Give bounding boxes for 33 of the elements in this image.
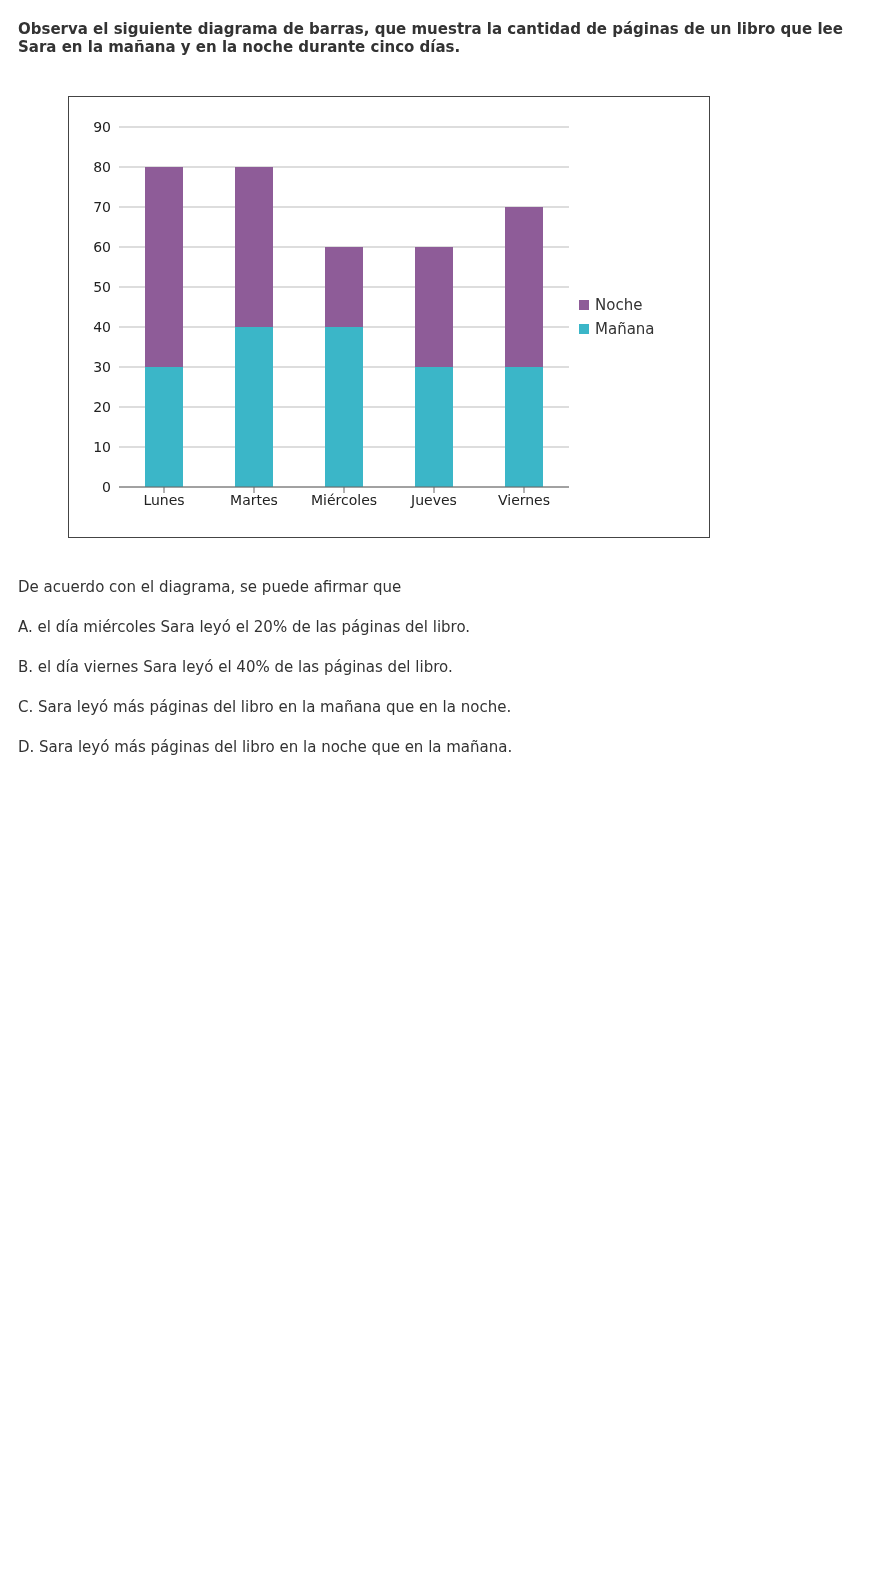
bar: [145, 167, 183, 367]
bar: [505, 207, 543, 367]
text: A. el día miércoles Sara leyó el 20% de las páginas del libro.: [18, 618, 472, 636]
bar: [505, 367, 543, 487]
y-tick-label: 60: [93, 238, 111, 255]
text: De acuerdo con el diagrama, se puede afirmar que: [18, 578, 403, 596]
bar: [415, 247, 453, 367]
x-tick-label: Lunes: [143, 491, 185, 508]
x-tick-label: Jueves: [410, 491, 457, 508]
y-tick-label: 70: [93, 198, 111, 215]
text: D. Sara leyó más páginas del libro en la noche que en la mañana.: [18, 738, 514, 756]
text: B. el día viernes Sara leyó el 40% de las páginas del libro.: [18, 658, 454, 676]
legend-label: Noche: [595, 296, 643, 314]
y-tick-label: 0: [102, 478, 111, 495]
y-tick-label: 10: [93, 438, 111, 455]
x-tick-label: Viernes: [497, 491, 551, 508]
legend-label: Mañana: [595, 320, 655, 338]
bar: [325, 247, 363, 327]
x-tick-label: Martes: [230, 491, 278, 508]
x-tick-label: Miércoles: [310, 491, 378, 508]
chart-title: Observa el siguiente diagrama de barras, que muestra la cantidad de páginas de un libro que lee Sara en la mañana y en la noche durante cinco días.: [18, 20, 844, 56]
y-tick-label: 80: [93, 158, 111, 175]
y-tick-label: 40: [93, 318, 111, 335]
text: C. Sara leyó más páginas del libro en la mañana que en la noche.: [18, 698, 513, 716]
y-tick-label: 90: [93, 118, 111, 135]
y-tick-label: 20: [93, 398, 111, 415]
y-tick-label: 30: [93, 358, 111, 375]
bar: [235, 327, 273, 487]
bar: [415, 367, 453, 487]
bar: [235, 167, 273, 327]
bar: [325, 327, 363, 487]
y-tick-label: 50: [93, 278, 111, 295]
bar: [145, 367, 183, 487]
